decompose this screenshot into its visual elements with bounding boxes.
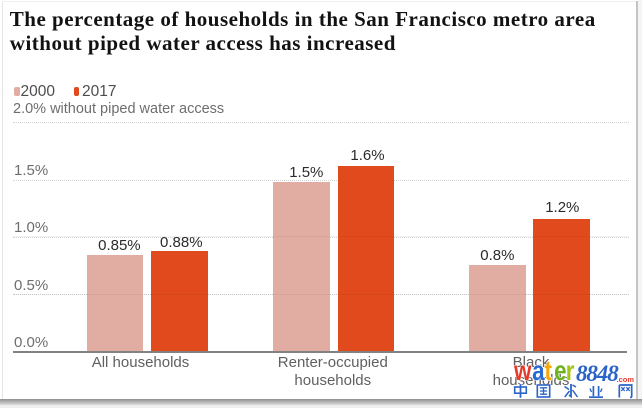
svg-text:a: a <box>532 356 545 387</box>
svg-text:e: e <box>554 356 566 387</box>
svg-text:.com: .com <box>617 375 635 384</box>
svg-text:r: r <box>566 356 575 387</box>
svg-text:t: t <box>544 356 552 387</box>
svg-text:w: w <box>513 356 532 387</box>
svg-text:8848: 8848 <box>576 361 619 386</box>
